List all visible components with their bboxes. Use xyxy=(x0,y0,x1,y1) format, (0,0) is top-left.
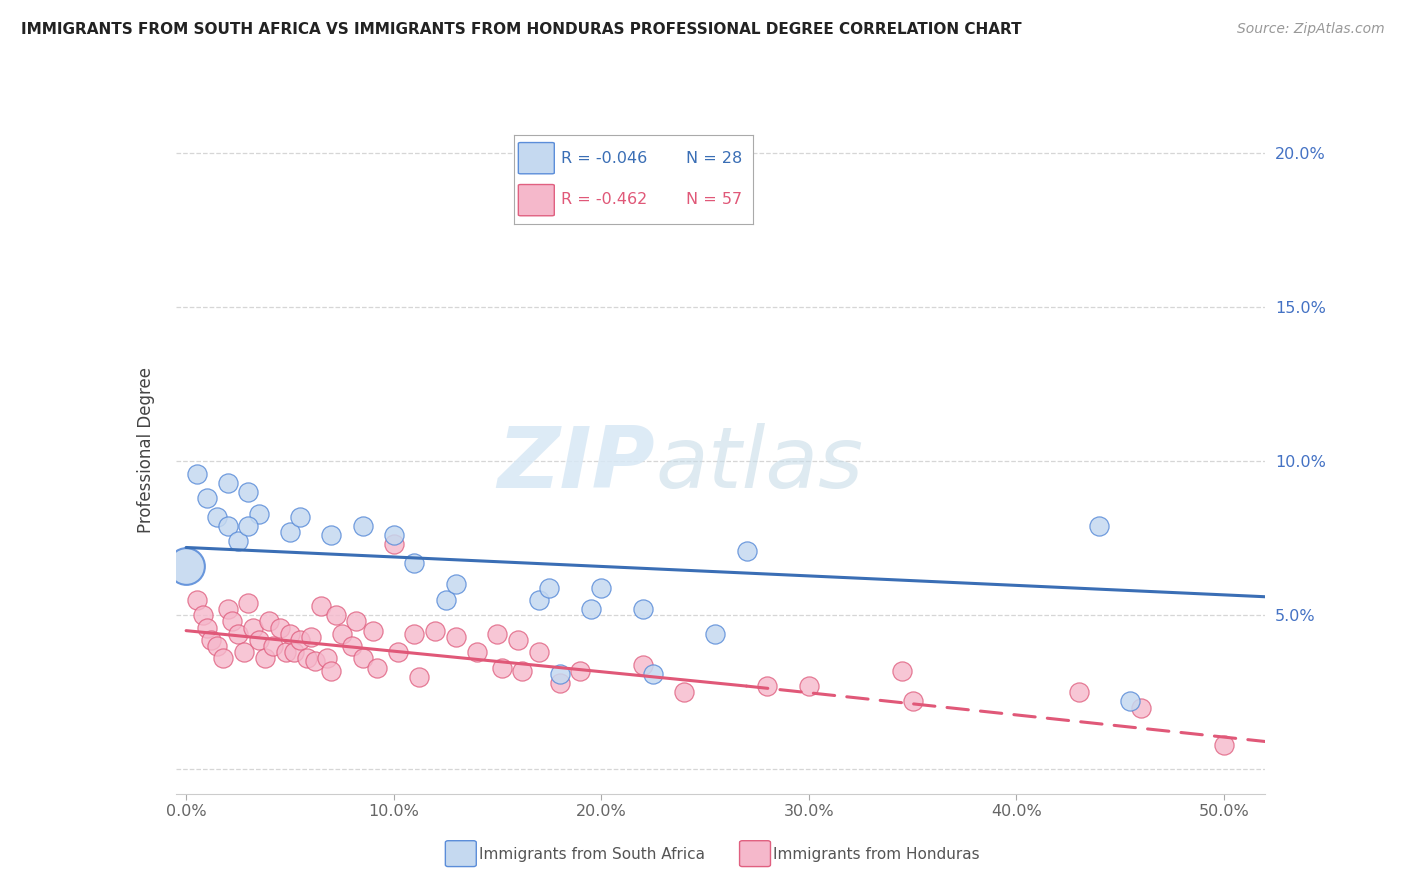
Text: ZIP: ZIP xyxy=(498,423,655,506)
Point xyxy=(508,632,530,647)
Point xyxy=(247,632,270,647)
Point xyxy=(309,599,332,613)
Text: N = 57: N = 57 xyxy=(686,192,742,207)
Point xyxy=(278,525,301,540)
Point xyxy=(212,651,235,665)
FancyBboxPatch shape xyxy=(519,185,554,216)
Point xyxy=(200,632,222,647)
Point xyxy=(527,645,550,659)
Point xyxy=(242,621,264,635)
Point xyxy=(387,645,409,659)
Point xyxy=(512,664,534,678)
Point xyxy=(538,581,561,595)
Point xyxy=(735,543,758,558)
Point xyxy=(1119,694,1142,708)
Point xyxy=(207,509,229,524)
Point xyxy=(195,491,218,506)
Point xyxy=(226,626,249,640)
Point xyxy=(257,615,280,629)
Point xyxy=(569,664,592,678)
Point xyxy=(299,630,322,644)
Point xyxy=(253,651,276,665)
Point xyxy=(233,645,256,659)
Point xyxy=(901,694,924,708)
Point xyxy=(643,666,665,681)
Point xyxy=(444,630,467,644)
Point xyxy=(321,664,343,678)
Point xyxy=(217,475,239,490)
Point xyxy=(1067,685,1090,699)
Point xyxy=(217,602,239,616)
Point xyxy=(174,558,197,573)
Text: N = 28: N = 28 xyxy=(686,151,742,166)
Point xyxy=(195,621,218,635)
Point xyxy=(295,651,318,665)
Point xyxy=(238,485,260,500)
Text: Immigrants from South Africa: Immigrants from South Africa xyxy=(479,847,704,862)
Point xyxy=(330,626,353,640)
Point xyxy=(325,608,347,623)
Y-axis label: Professional Degree: Professional Degree xyxy=(136,368,155,533)
Point xyxy=(486,626,509,640)
Point xyxy=(316,651,339,665)
Point xyxy=(186,467,208,481)
Point xyxy=(382,528,405,542)
Point xyxy=(247,507,270,521)
Point xyxy=(361,624,384,638)
Point xyxy=(425,624,447,638)
Point xyxy=(344,615,367,629)
Text: atlas: atlas xyxy=(655,423,863,506)
Point xyxy=(631,657,654,672)
Point xyxy=(226,534,249,549)
Point xyxy=(408,670,430,684)
Text: R = -0.462: R = -0.462 xyxy=(561,192,648,207)
Point xyxy=(1088,519,1111,533)
Point xyxy=(290,632,312,647)
Point xyxy=(269,621,291,635)
Point xyxy=(491,660,513,674)
Point xyxy=(673,685,696,699)
Point xyxy=(278,626,301,640)
Point xyxy=(548,666,571,681)
Text: R = -0.046: R = -0.046 xyxy=(561,151,648,166)
Point xyxy=(321,528,343,542)
Point xyxy=(186,592,208,607)
Point xyxy=(579,602,602,616)
Point xyxy=(352,519,374,533)
Point xyxy=(262,639,284,653)
Point xyxy=(1129,700,1152,714)
Text: Source: ZipAtlas.com: Source: ZipAtlas.com xyxy=(1237,22,1385,37)
Point xyxy=(352,651,374,665)
Point xyxy=(191,608,214,623)
Point xyxy=(207,639,229,653)
Point xyxy=(527,592,550,607)
Text: IMMIGRANTS FROM SOUTH AFRICA VS IMMIGRANTS FROM HONDURAS PROFESSIONAL DEGREE COR: IMMIGRANTS FROM SOUTH AFRICA VS IMMIGRAN… xyxy=(21,22,1022,37)
Point xyxy=(434,592,457,607)
Point xyxy=(591,581,613,595)
Point xyxy=(404,626,426,640)
Point xyxy=(382,537,405,551)
Point xyxy=(238,596,260,610)
Point xyxy=(465,645,488,659)
Point xyxy=(631,602,654,616)
Point xyxy=(891,664,914,678)
Point xyxy=(404,556,426,570)
FancyBboxPatch shape xyxy=(519,143,554,174)
Point xyxy=(283,645,305,659)
Point xyxy=(704,626,727,640)
Point xyxy=(797,679,820,693)
Point xyxy=(221,615,243,629)
Point xyxy=(756,679,779,693)
Point xyxy=(444,577,467,591)
Point xyxy=(274,645,297,659)
Point xyxy=(304,655,326,669)
Point xyxy=(1212,738,1234,752)
Text: Immigrants from Honduras: Immigrants from Honduras xyxy=(773,847,980,862)
Point xyxy=(290,509,312,524)
Point xyxy=(217,519,239,533)
Point xyxy=(340,639,363,653)
Point xyxy=(548,676,571,690)
Point xyxy=(366,660,388,674)
Point xyxy=(238,519,260,533)
